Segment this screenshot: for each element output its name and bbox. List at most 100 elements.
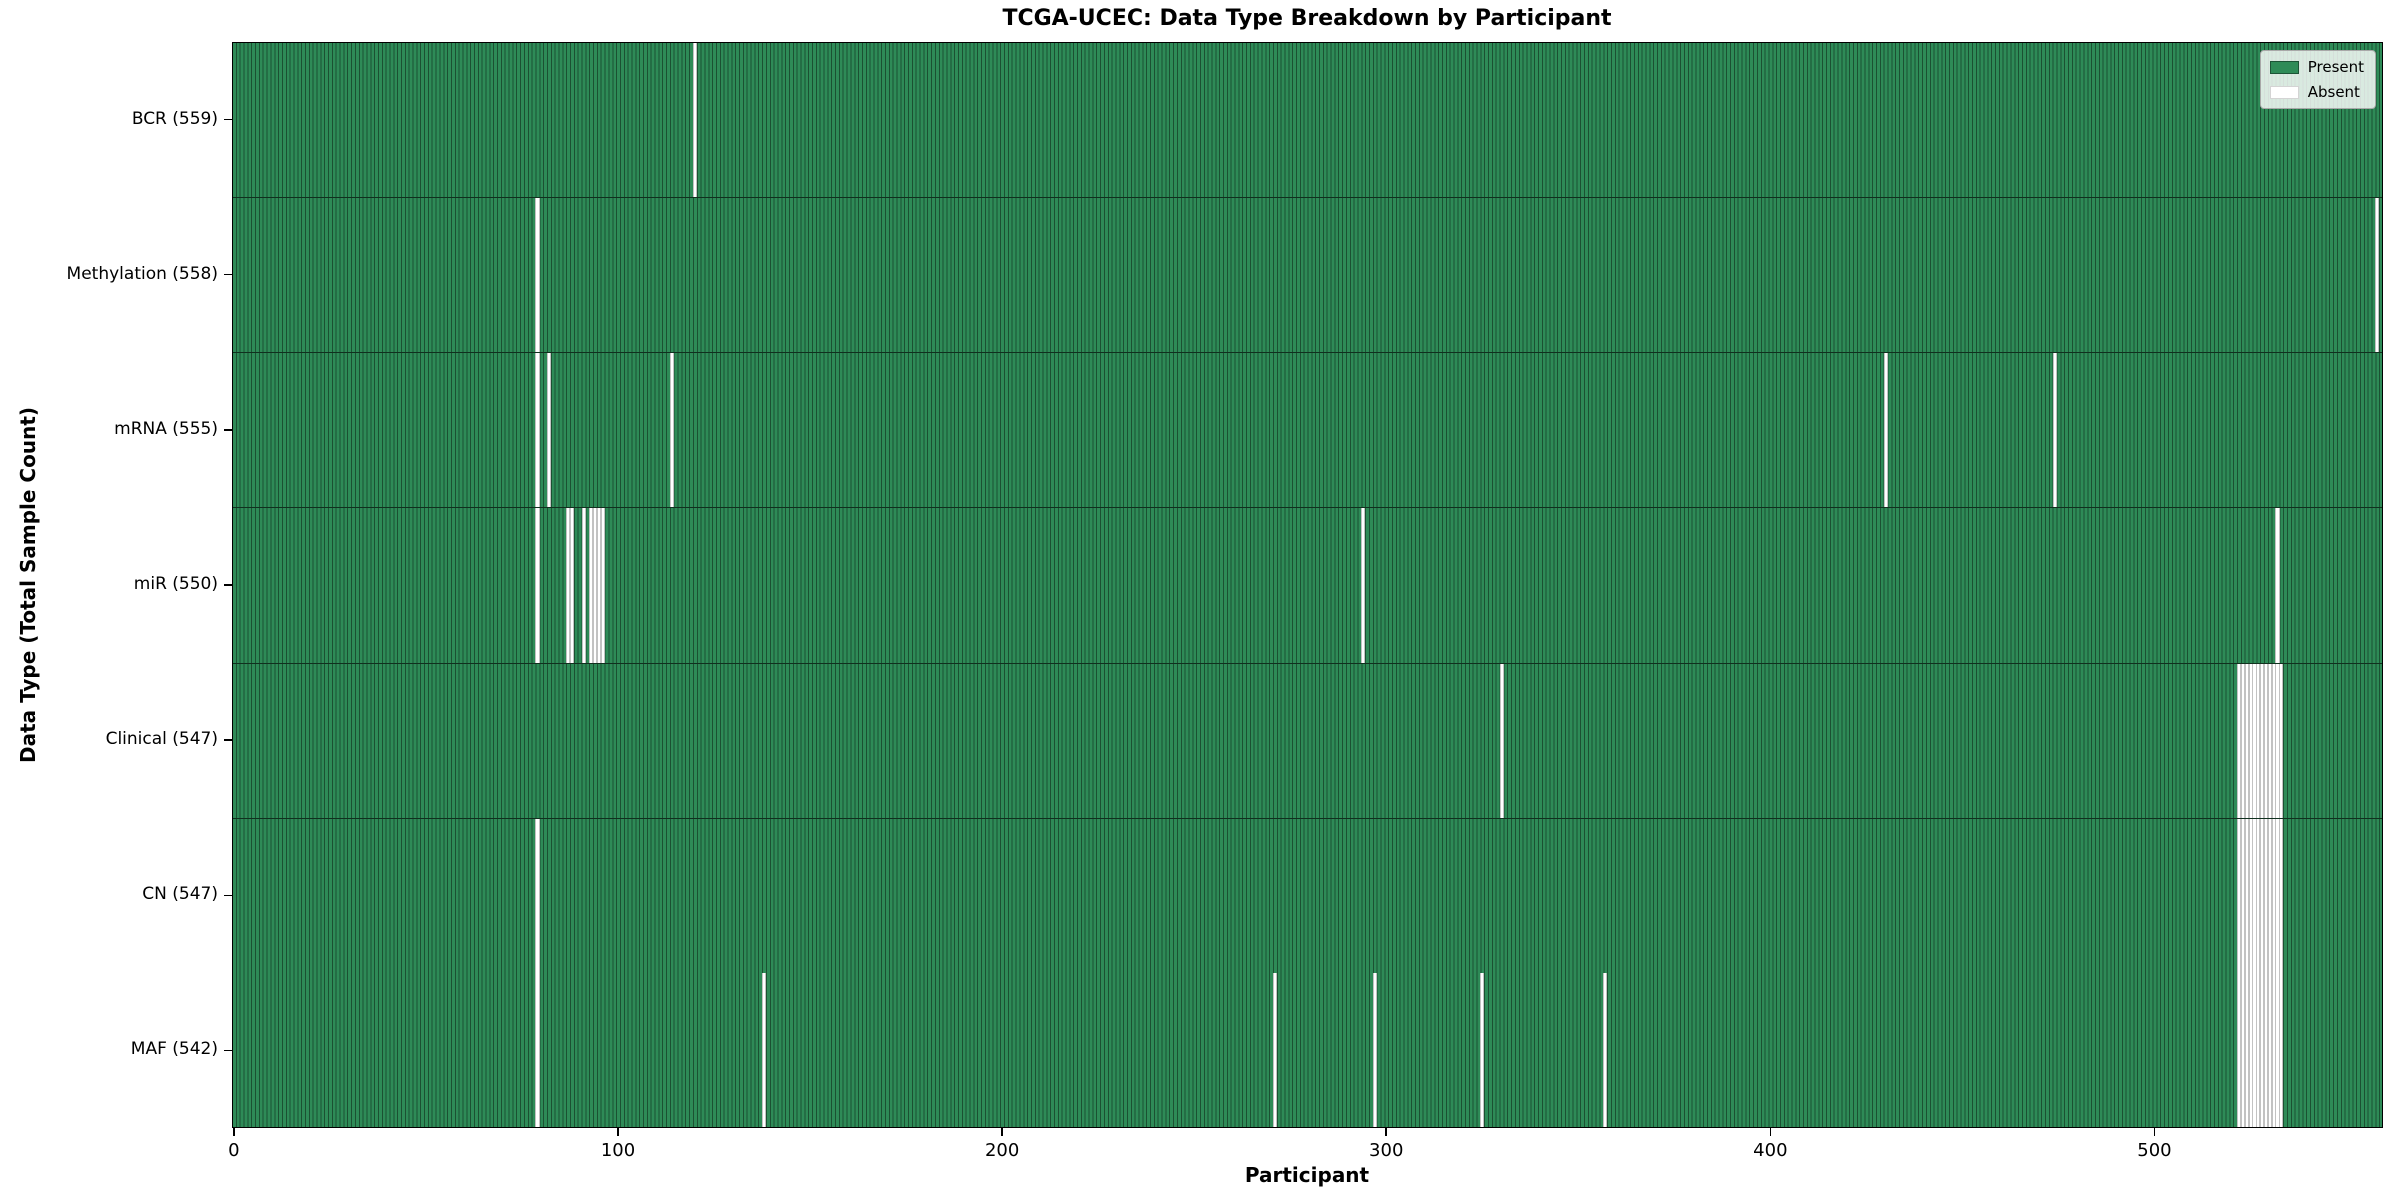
- absent-bar: [2263, 972, 2269, 1128]
- absent-bar: [535, 818, 540, 973]
- absent-bar: [2275, 508, 2280, 663]
- absent-bar: [600, 508, 605, 663]
- bar-edge-stripes: [232, 198, 2383, 353]
- x-tick-label: 100: [600, 1140, 636, 1161]
- legend: Present Absent: [2259, 50, 2376, 109]
- x-tick-label: 400: [1753, 1140, 1788, 1161]
- absent-bar: [2240, 663, 2246, 818]
- x-tick-label: 200: [984, 1140, 1020, 1161]
- absent-bar: [2237, 663, 2242, 818]
- y-tick-label: miR (550): [133, 574, 218, 594]
- y-tick-mark: [224, 894, 232, 897]
- absent-bar: [546, 353, 552, 508]
- plot-area: Present Absent: [232, 42, 2383, 1128]
- absent-bar: [535, 972, 540, 1128]
- absent-swatch: [2269, 85, 2299, 99]
- x-tick-label: 300: [1369, 1140, 1404, 1161]
- absent-bar: [2375, 198, 2380, 353]
- x-tick-label: 0: [228, 1140, 240, 1161]
- absent-bar: [566, 508, 571, 663]
- legend-label-absent: Absent: [2307, 83, 2360, 101]
- heatmap-row-bcr: [232, 42, 2383, 198]
- absent-bar: [2279, 972, 2284, 1128]
- heatmap-row-mir: [232, 507, 2383, 663]
- x-tick-mark: [1385, 1128, 1387, 1136]
- absent-bar: [535, 508, 540, 663]
- absent-bar: [1603, 972, 1608, 1128]
- absent-bar: [596, 508, 602, 663]
- absent-bar: [2267, 972, 2272, 1128]
- absent-bar: [2052, 353, 2057, 508]
- bar-edge-stripes: [232, 353, 2383, 508]
- absent-bar: [1883, 353, 1888, 508]
- y-tick-label: mRNA (555): [114, 418, 218, 439]
- absent-bar: [2263, 818, 2269, 973]
- absent-bar: [2240, 818, 2246, 973]
- x-tick-mark: [2153, 1128, 2156, 1136]
- y-tick-label: BCR (559): [131, 108, 218, 129]
- x-axis-label: Participant: [1244, 1163, 1370, 1187]
- absent-bar: [2260, 972, 2265, 1128]
- legend-item-absent: Absent: [2269, 83, 2364, 101]
- absent-bar: [669, 353, 675, 508]
- bar-edge-stripes: [232, 818, 2383, 973]
- absent-bar: [535, 198, 540, 353]
- absent-bar: [2237, 972, 2242, 1128]
- absent-bar: [2248, 972, 2253, 1128]
- absent-bar: [581, 508, 586, 663]
- absent-bar: [2275, 663, 2280, 818]
- y-tick-mark: [224, 118, 232, 121]
- absent-bar: [2279, 663, 2284, 818]
- heatmap-row-cn: [232, 817, 2383, 973]
- absent-bar: [2244, 663, 2249, 818]
- y-tick-label: Clinical (547): [105, 729, 218, 750]
- absent-bar: [2237, 818, 2242, 973]
- absent-bar: [2275, 818, 2280, 973]
- absent-bar: [2256, 972, 2261, 1128]
- absent-bar: [2260, 663, 2265, 818]
- absent-bar: [2267, 818, 2272, 973]
- chart-title: TCGA-UCEC: Data Type Breakdown by Partic…: [1002, 6, 1612, 31]
- absent-bar: [1499, 663, 1504, 818]
- absent-bar: [2271, 663, 2276, 818]
- absent-bar: [2275, 972, 2280, 1128]
- y-tick-label: Methylation (558): [66, 263, 218, 284]
- present-swatch: [2269, 60, 2299, 74]
- absent-bar: [535, 353, 540, 508]
- y-tick-mark: [224, 273, 232, 276]
- heatmap-row-clinical: [232, 662, 2383, 818]
- absent-bar: [593, 508, 598, 663]
- absent-bar: [692, 43, 698, 198]
- absent-bar: [2279, 818, 2284, 973]
- y-tick-label: MAF (542): [130, 1039, 218, 1060]
- x-tick-mark: [1769, 1128, 1772, 1136]
- x-tick-mark: [617, 1128, 619, 1136]
- absent-bar: [2248, 663, 2253, 818]
- absent-bar: [589, 508, 594, 663]
- absent-bar: [2256, 818, 2261, 973]
- legend-item-present: Present: [2269, 58, 2364, 76]
- absent-bar: [1361, 508, 1366, 663]
- absent-bar: [2244, 972, 2249, 1128]
- absent-bar: [2252, 663, 2257, 818]
- x-tick-label: 500: [2137, 1140, 2172, 1161]
- absent-bar: [2271, 818, 2276, 973]
- absent-bar: [2271, 972, 2276, 1128]
- y-tick-mark: [224, 429, 232, 431]
- absent-bar: [1480, 972, 1485, 1128]
- absent-bar: [1372, 972, 1377, 1128]
- absent-bar: [2267, 663, 2272, 818]
- absent-bar: [1272, 972, 1278, 1128]
- bar-edge-stripes: [232, 43, 2383, 198]
- y-tick-mark: [224, 1049, 232, 1052]
- absent-bar: [2263, 663, 2269, 818]
- heatmap-row-maf: [232, 972, 2383, 1128]
- absent-bar: [2244, 818, 2249, 973]
- absent-bar: [2260, 818, 2265, 973]
- heatmap-row-mrna: [232, 352, 2383, 508]
- absent-bar: [762, 972, 767, 1128]
- absent-bar: [2252, 818, 2257, 973]
- y-tick-mark: [224, 584, 232, 586]
- absent-bar: [2248, 818, 2253, 973]
